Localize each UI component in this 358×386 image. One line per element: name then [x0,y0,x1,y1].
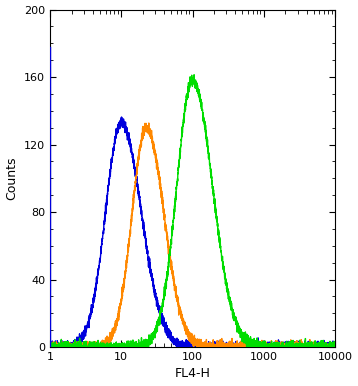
X-axis label: FL4-H: FL4-H [175,367,211,381]
Y-axis label: Counts: Counts [6,157,19,200]
